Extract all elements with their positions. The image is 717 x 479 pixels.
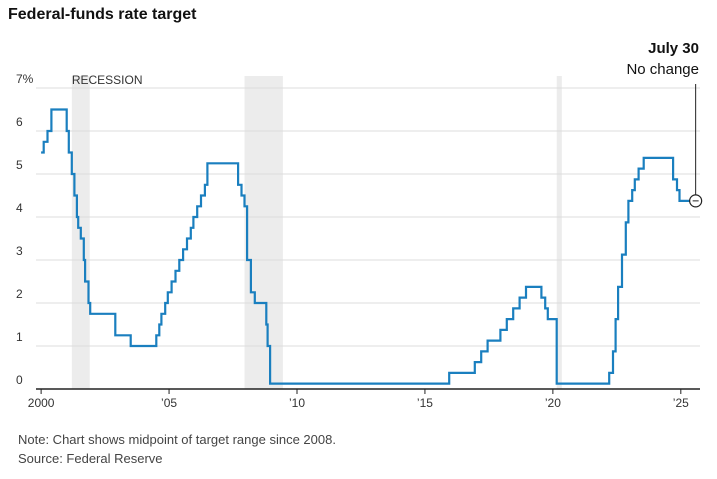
y-tick-label: 6: [16, 115, 23, 129]
callout-text: No change: [626, 61, 699, 78]
y-tick-label: 4: [16, 201, 23, 215]
x-tick-label: ’20: [545, 396, 561, 410]
y-tick-label: 7%: [16, 72, 34, 86]
recession-label: RECESSION: [72, 73, 143, 87]
recession-band-1: [244, 76, 283, 389]
x-tick-label: 2000: [28, 396, 55, 410]
x-tick-label: ’25: [673, 396, 689, 410]
chart-title: Federal-funds rate target: [8, 6, 197, 23]
y-tick-label: 5: [16, 158, 23, 172]
x-tick-label: ’10: [289, 396, 305, 410]
y-tick-label: 1: [16, 330, 23, 344]
y-tick-label: 0: [16, 373, 23, 387]
note-text: Note: Chart shows midpoint of target ran…: [18, 432, 336, 447]
chart-notes: Note: Chart shows midpoint of target ran…: [18, 430, 336, 468]
y-tick-label: 2: [16, 287, 23, 301]
source-text: Source: Federal Reserve: [18, 451, 163, 466]
x-tick-label: ’05: [161, 396, 177, 410]
callout-date: July 30: [648, 40, 699, 57]
x-tick-label: ’15: [417, 396, 433, 410]
y-tick-label: 3: [16, 244, 23, 258]
series-line-0: [41, 108, 696, 385]
recession-band-2: [556, 76, 562, 389]
